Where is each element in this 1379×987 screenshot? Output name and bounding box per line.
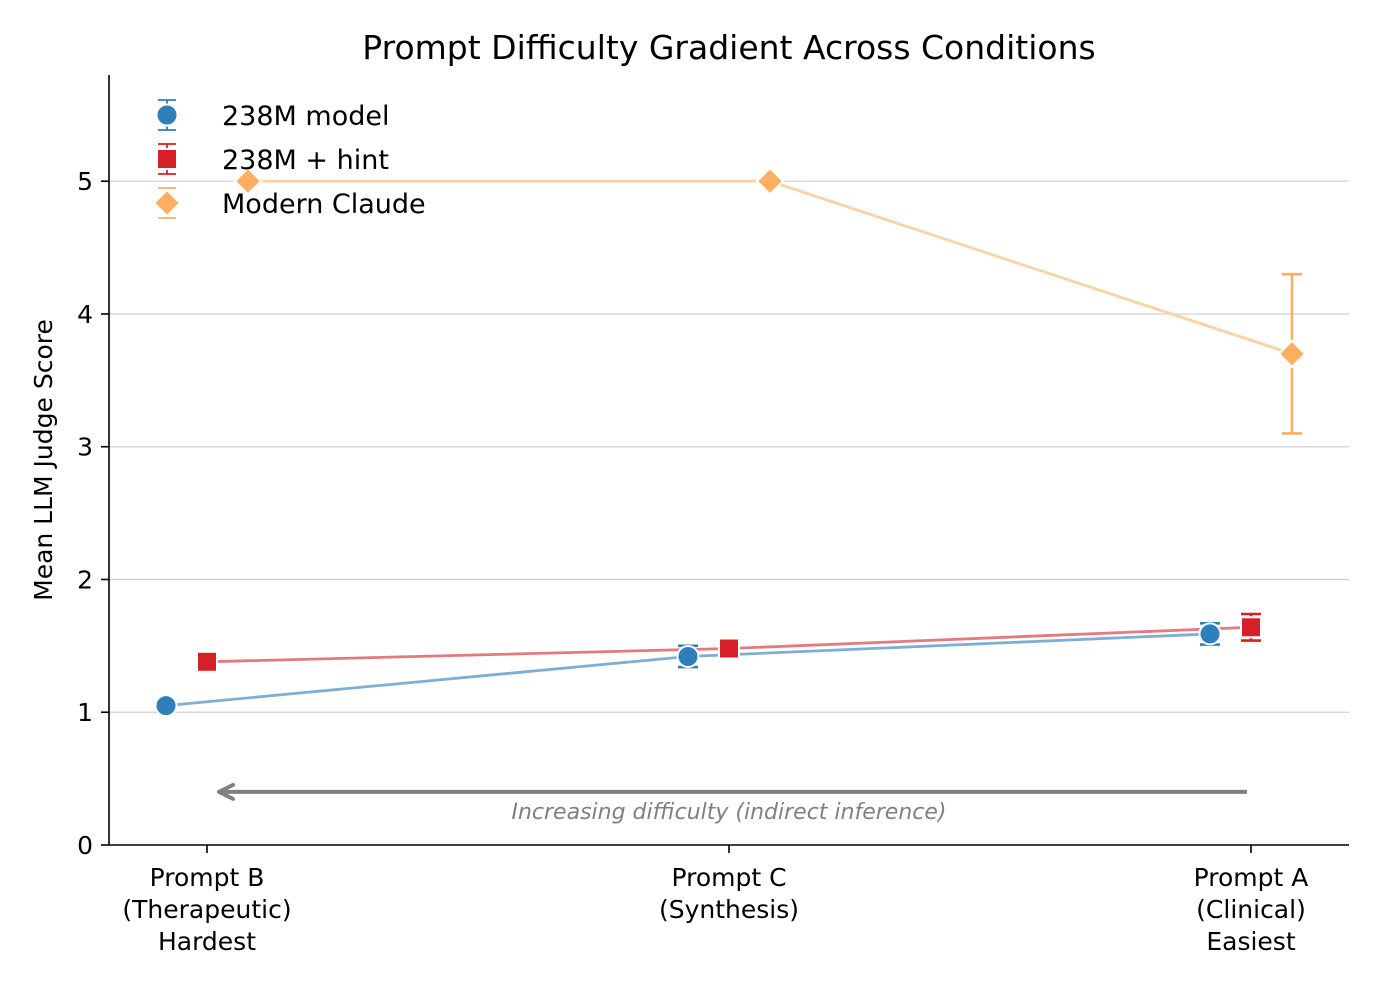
x-tick-label: Prompt B xyxy=(150,863,265,892)
error-bars xyxy=(678,272,1302,669)
gridlines xyxy=(109,180,1349,713)
series-lines xyxy=(165,179,1293,707)
data-point-square xyxy=(718,637,740,660)
legend-marker-diamond xyxy=(152,188,182,218)
legend-label: 238M + hint xyxy=(222,145,389,176)
data-markers xyxy=(154,166,1307,718)
x-tick-label: Prompt A xyxy=(1194,863,1309,892)
x-tick-label: (Clinical) xyxy=(1196,895,1306,924)
difficulty-arrow-head xyxy=(217,782,235,801)
x-tick-label: (Therapeutic) xyxy=(122,895,291,924)
y-tick-label: 2 xyxy=(77,565,93,594)
data-point-square xyxy=(1240,616,1262,639)
y-ticks: 0 1 2 3 4 5 xyxy=(77,167,109,860)
x-ticks: Prompt B (Therapeutic) Hardest Prompt C (Syn… xyxy=(122,845,1308,956)
legend-marker-circle xyxy=(155,103,179,127)
y-tick-label: 0 xyxy=(77,831,93,860)
legend: 238M model 238M + hint Modern Claude xyxy=(152,99,426,220)
y-tick-label: 4 xyxy=(77,300,93,329)
legend-label: 238M model xyxy=(222,101,389,132)
legend-marker-square xyxy=(156,148,178,170)
data-point-diamond xyxy=(233,166,263,196)
y-tick-label: 5 xyxy=(77,167,93,196)
data-point-circle xyxy=(154,694,178,718)
data-point-diamond xyxy=(1277,339,1307,369)
data-point-square xyxy=(196,650,218,673)
y-tick-label: 1 xyxy=(77,698,93,727)
x-tick-label: (Synthesis) xyxy=(659,895,799,924)
chart-title: Prompt Difficulty Gradient Across Condit… xyxy=(362,28,1095,67)
data-point-circle xyxy=(676,644,700,668)
x-tick-label: Prompt C xyxy=(671,863,786,892)
data-point-diamond xyxy=(755,166,785,196)
x-tick-label: Easiest xyxy=(1206,927,1295,956)
y-tick-label: 3 xyxy=(77,433,93,462)
data-point-circle xyxy=(1198,622,1222,646)
y-axis-label: Mean LLM Judge Score xyxy=(29,319,58,601)
legend-label: Modern Claude xyxy=(222,189,426,220)
x-tick-label: Hardest xyxy=(158,927,256,956)
difficulty-annotation-text: Increasing difficulty (indirect inferenc… xyxy=(511,800,946,825)
difficulty-annotation: Increasing difficulty (indirect inferenc… xyxy=(217,782,1247,825)
